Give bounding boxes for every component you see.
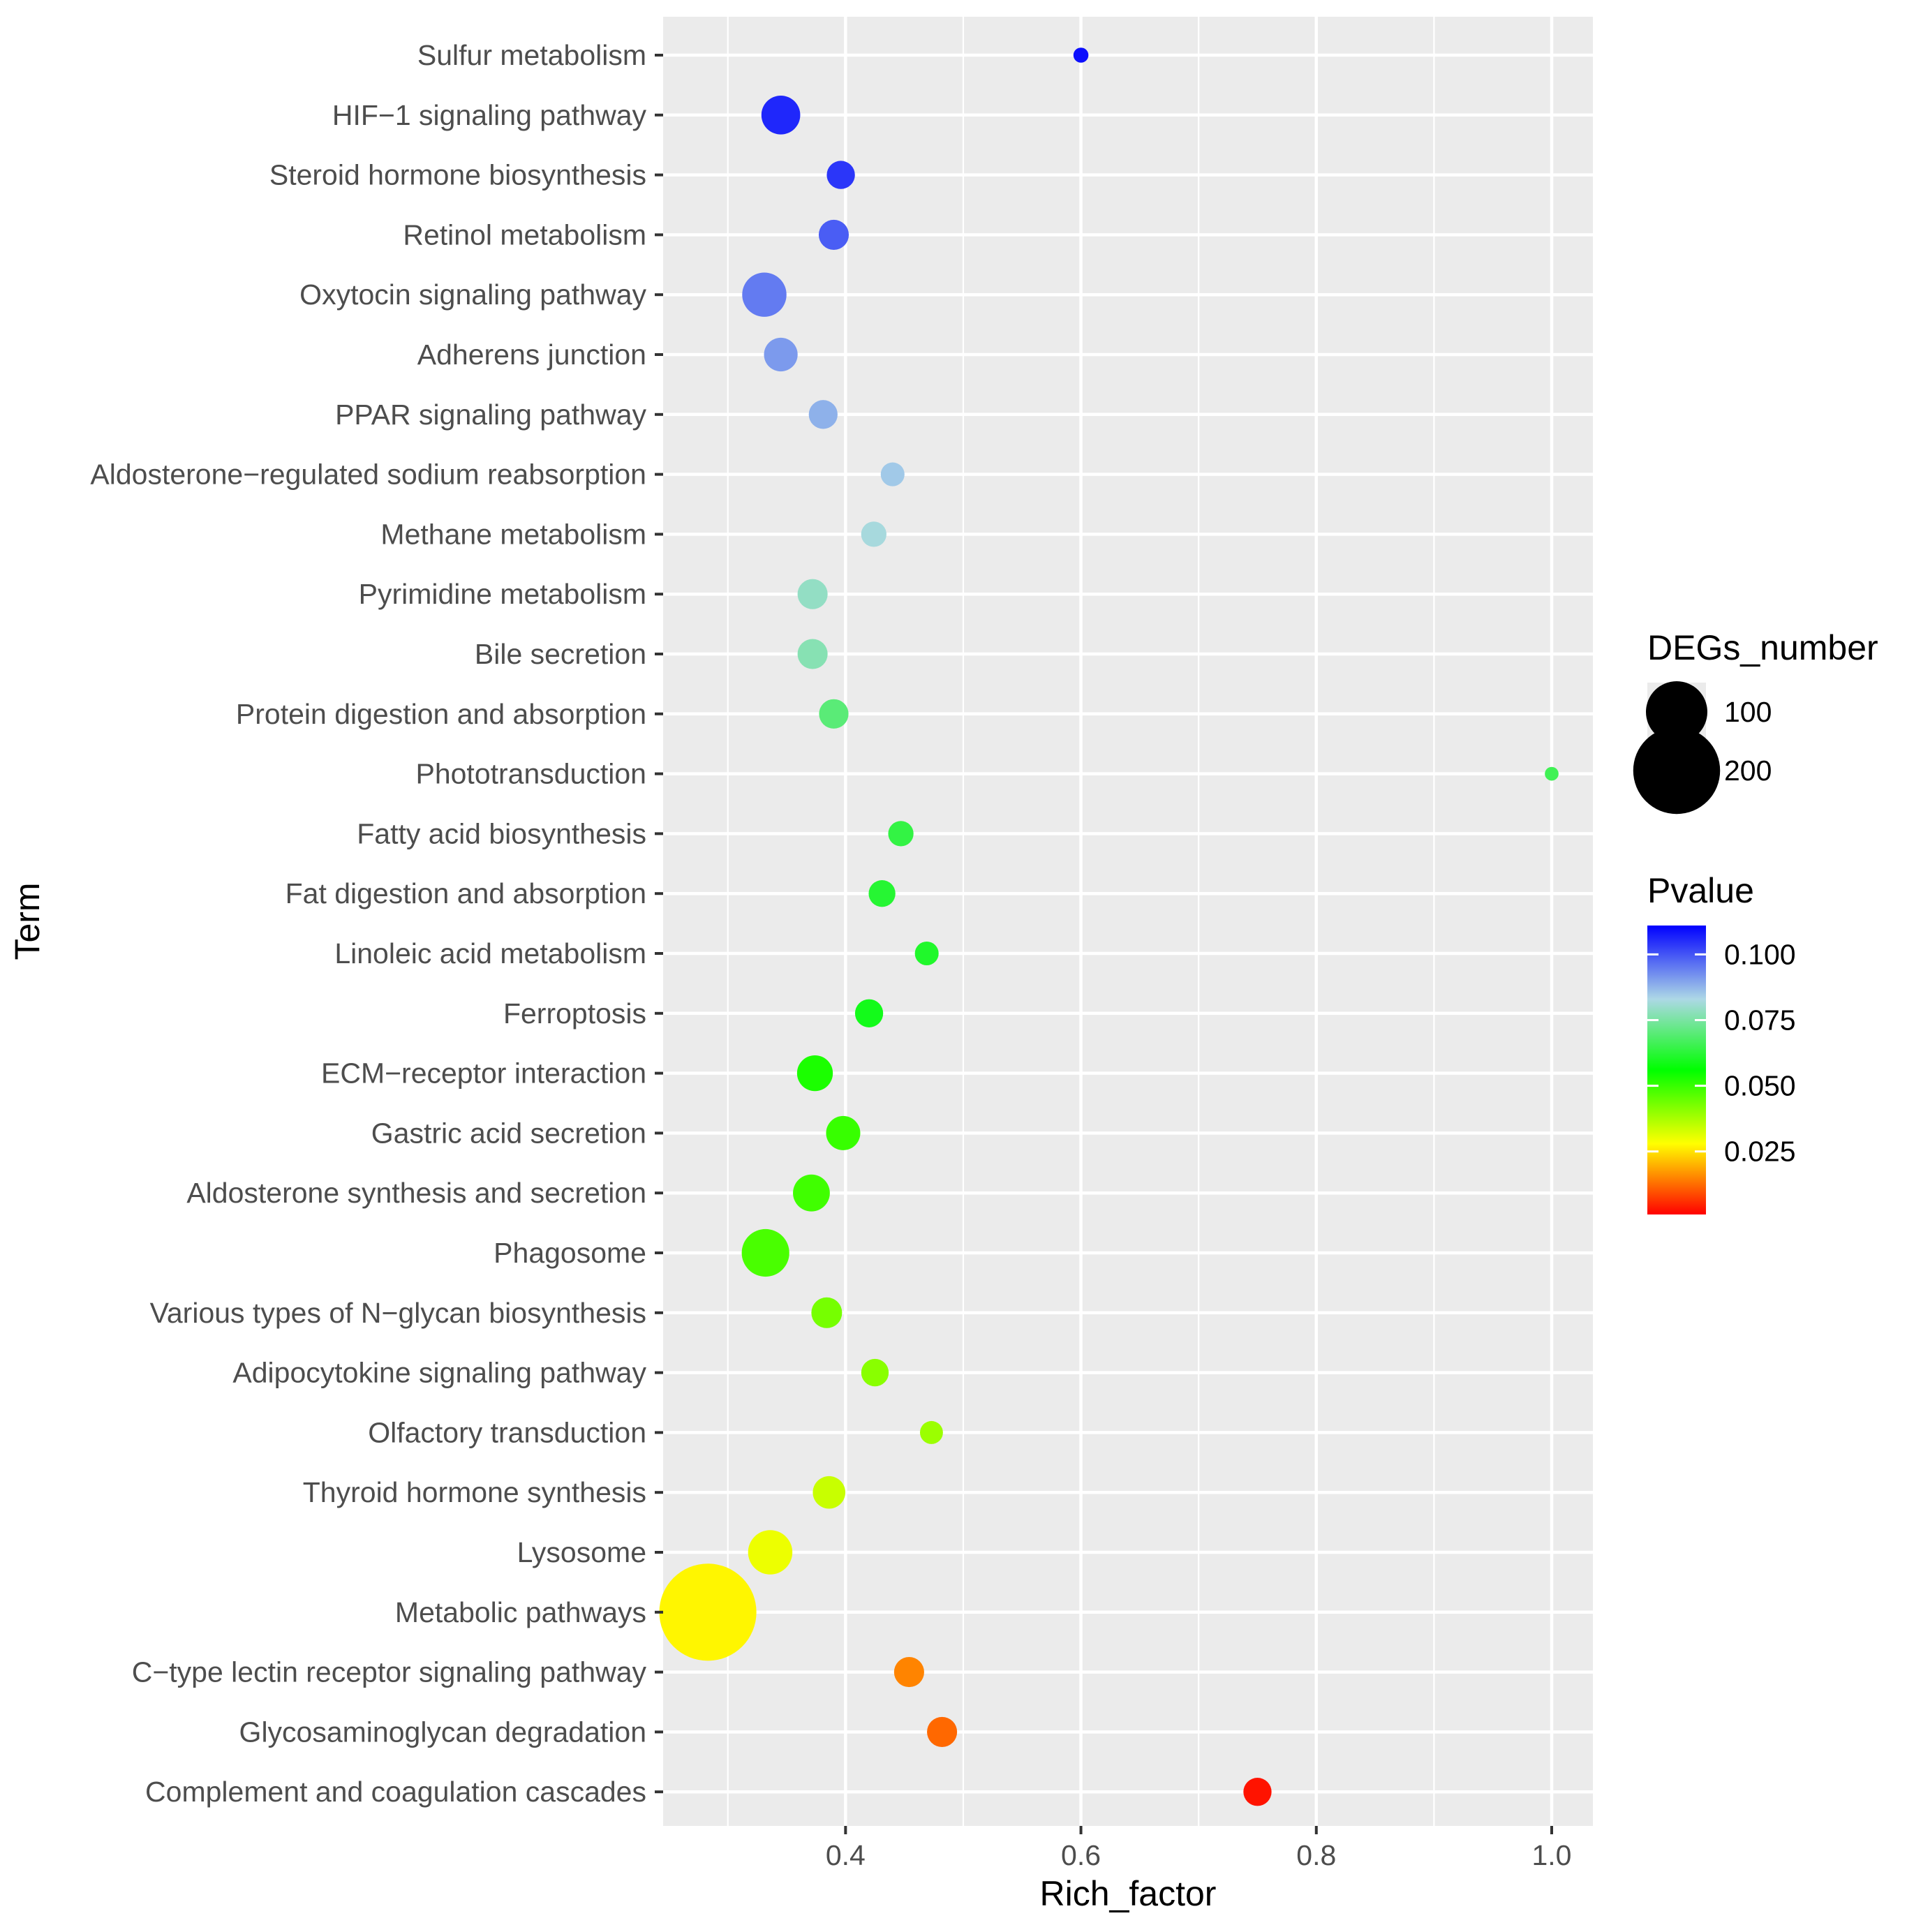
y-axis-title: Term: [8, 882, 47, 960]
data-point: [1545, 766, 1559, 781]
size-legend-label: 200: [1724, 755, 1772, 787]
y-tick-label: Bile secretion: [475, 638, 646, 670]
data-point: [797, 639, 828, 669]
data-point: [812, 1476, 846, 1509]
point-layer: [659, 47, 1559, 1806]
data-point: [808, 400, 838, 429]
y-tick-label: Linoleic acid metabolism: [334, 937, 646, 969]
data-point: [854, 999, 884, 1027]
data-point: [761, 95, 801, 135]
color-legend-title: Pvalue: [1647, 871, 1754, 910]
size-legend-symbol: [1646, 681, 1707, 743]
y-tick-label: Phototransduction: [415, 758, 646, 790]
y-tick-label: Ferroptosis: [503, 997, 646, 1030]
data-point: [741, 1228, 789, 1277]
y-tick-label: Fatty acid biosynthesis: [357, 817, 646, 849]
plot-panel: [663, 17, 1593, 1826]
y-tick-label: Phagosome: [494, 1237, 646, 1269]
x-axis-title: Rich_factor: [1040, 1874, 1217, 1913]
size-legend-title: DEGs_number: [1647, 628, 1878, 667]
data-point: [796, 1055, 833, 1092]
size-legend-symbol: [1633, 727, 1721, 815]
data-point: [793, 1174, 830, 1212]
size-legend-label: 100: [1724, 696, 1772, 728]
y-tick-label: Various types of N−glycan biosynthesis: [150, 1297, 646, 1329]
data-point: [888, 821, 914, 847]
data-point: [861, 521, 886, 547]
y-tick-label: Aldosterone−regulated sodium reabsorptio…: [90, 459, 646, 491]
data-point: [919, 1420, 943, 1444]
x-axis: 0.4 0.6 0.8 1.0: [826, 1826, 1571, 1871]
color-legend-label: 0.025: [1724, 1136, 1796, 1168]
y-tick-label: Olfactory transduction: [368, 1416, 646, 1448]
y-tick-label: Retinol metabolism: [403, 218, 646, 251]
data-point: [1073, 47, 1089, 63]
y-tick-label: Metabolic pathways: [395, 1596, 646, 1628]
y-tick-label: Methane metabolism: [380, 518, 646, 550]
y-tick-label: Gastric acid secretion: [371, 1117, 646, 1149]
x-tick-label: 0.6: [1061, 1839, 1101, 1871]
color-legend-label: 0.075: [1724, 1004, 1796, 1036]
data-point: [868, 880, 896, 907]
y-tick-label: ECM−receptor interaction: [321, 1057, 646, 1090]
y-tick-label: PPAR signaling pathway: [335, 399, 646, 431]
color-legend-label: 0.100: [1724, 938, 1796, 970]
grid-layer: [663, 17, 1593, 1826]
color-legend: Pvalue 0.100 0.075 0.050 0.025: [1647, 871, 1796, 1214]
data-point: [811, 1297, 843, 1328]
data-point: [861, 1358, 889, 1387]
data-point: [748, 1530, 793, 1575]
x-tick-label: 0.8: [1296, 1839, 1336, 1871]
data-point: [819, 699, 849, 729]
y-tick-label: Thyroid hormone synthesis: [303, 1476, 646, 1508]
size-legend: DEGs_number 100 200: [1633, 628, 1878, 815]
data-point: [659, 1563, 757, 1661]
data-point: [927, 1716, 958, 1747]
x-tick-label: 1.0: [1531, 1839, 1571, 1871]
data-point: [914, 941, 939, 966]
data-point: [818, 219, 849, 250]
data-point: [826, 1115, 861, 1150]
data-point: [742, 272, 787, 317]
y-tick-label: Complement and coagulation cascades: [145, 1776, 646, 1808]
y-tick-label: Fat digestion and absorption: [285, 877, 646, 909]
y-tick-label: Protein digestion and absorption: [236, 698, 646, 730]
y-tick-label: Adherens junction: [417, 339, 646, 371]
data-point: [1243, 1778, 1272, 1806]
color-legend-label: 0.050: [1724, 1070, 1796, 1102]
y-tick-label: C−type lectin receptor signaling pathway: [132, 1656, 647, 1688]
data-point: [893, 1657, 924, 1688]
color-legend-bar: [1647, 926, 1706, 1214]
data-point: [880, 462, 905, 486]
y-tick-label: HIF−1 signaling pathway: [332, 99, 647, 131]
y-tick-label: Lysosome: [517, 1536, 646, 1568]
y-tick-label: Glycosaminoglycan degradation: [239, 1716, 646, 1748]
y-axis: Sulfur metabolism HIF−1 signaling pathway…: [90, 39, 663, 1808]
data-point: [764, 337, 798, 372]
data-point: [826, 161, 855, 189]
y-tick-label: Oxytocin signaling pathway: [299, 278, 646, 311]
x-tick-label: 0.4: [826, 1839, 866, 1871]
y-tick-label: Adipocytokine signaling pathway: [232, 1357, 646, 1389]
data-point: [797, 579, 828, 609]
y-tick-label: Sulfur metabolism: [417, 39, 646, 71]
y-tick-label: Pyrimidine metabolism: [359, 578, 646, 610]
y-tick-label: Aldosterone synthesis and secretion: [186, 1177, 646, 1209]
y-tick-label: Steroid hormone biosynthesis: [269, 159, 646, 191]
